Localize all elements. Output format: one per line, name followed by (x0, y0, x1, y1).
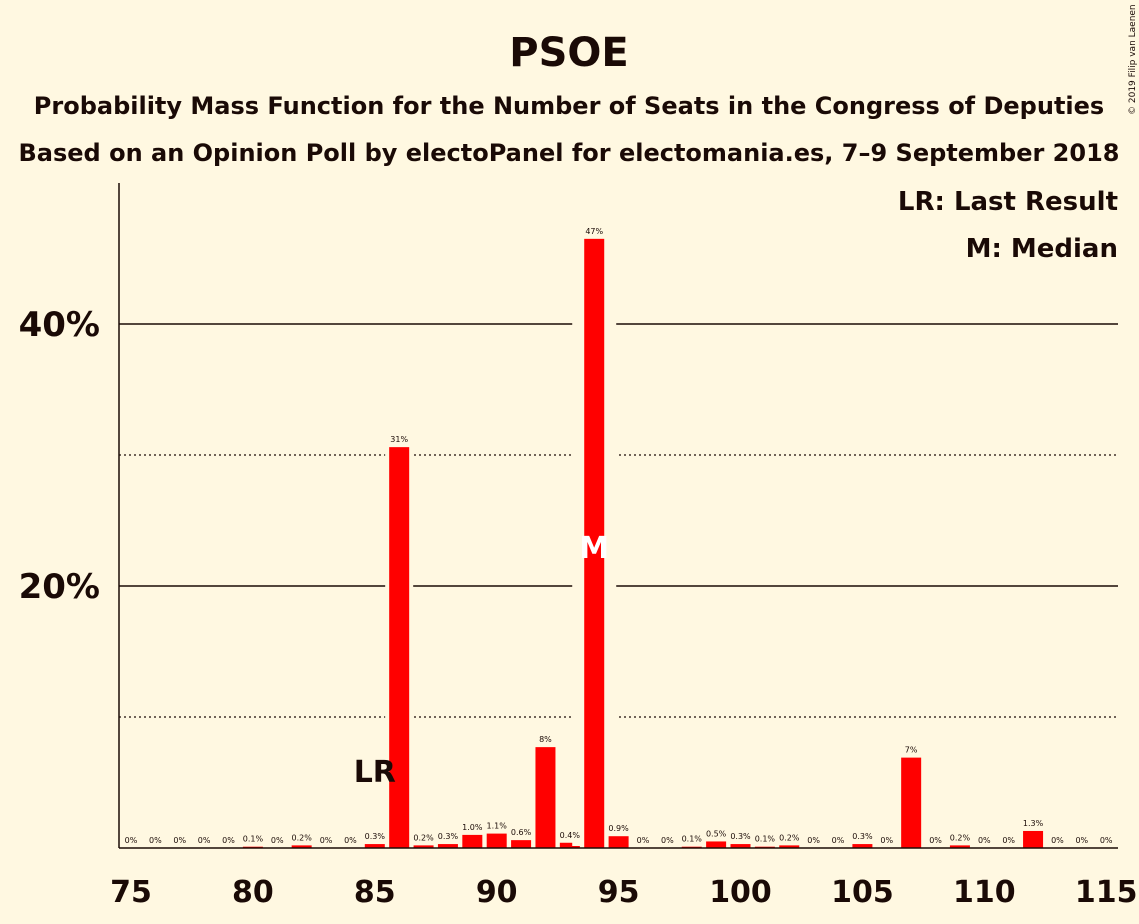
x-tick-label: 95 (598, 875, 640, 910)
data-label-seat-97: 0% (661, 836, 674, 845)
data-label-seat-91: 0.6% (511, 828, 532, 837)
bar-seat-85 (364, 844, 385, 848)
data-label-seat-99: 0.5% (706, 829, 727, 838)
data-label-seat-114: 0% (1075, 836, 1088, 845)
chart-subtitle-2: Based on an Opinion Poll by electoPanel … (19, 139, 1120, 167)
bar-seat-112 (1023, 830, 1044, 848)
data-label-seat-81: 0% (271, 836, 284, 845)
bar-seat-99 (706, 841, 727, 848)
data-label-seat-82: 0.2% (291, 833, 312, 842)
data-label-seat-79: 0% (222, 836, 235, 845)
bar-seat-89 (462, 834, 483, 848)
bar-seat-92 (535, 747, 556, 848)
bar-seat-93 (559, 842, 580, 848)
data-label-seat-84: 0% (344, 836, 357, 845)
bar-seat-88 (437, 844, 458, 848)
bar-seat-87 (413, 845, 434, 848)
x-tick-label: 110 (953, 875, 1016, 910)
data-label-seat-112: 1.3% (1023, 819, 1044, 828)
data-label-seat-105: 0.3% (852, 832, 873, 841)
x-tick-label: 100 (709, 875, 772, 910)
bar-seat-105 (852, 844, 873, 848)
data-label-seat-106: 0% (880, 836, 893, 845)
bar-seat-107 (901, 757, 922, 848)
data-label-seat-78: 0% (198, 836, 211, 845)
legend-last-result: LR: Last Result (898, 187, 1118, 217)
gridlines (119, 323, 1118, 718)
y-tick-label: 40% (19, 305, 100, 345)
data-label-seat-87: 0.2% (413, 833, 434, 842)
data-label-seat-115: 0% (1100, 836, 1113, 845)
data-label-seat-80: 0.1% (243, 835, 264, 844)
bar-seat-102 (779, 845, 800, 848)
x-tick-label: 115 (1075, 875, 1138, 910)
data-label-seat-75: 0% (125, 836, 138, 845)
last-result-marker: LR (354, 755, 396, 790)
axes-layer: 20% 40% 75 80 85 90 95 100 105 110 115 (19, 183, 1138, 910)
x-tick-label: 75 (110, 875, 152, 910)
data-label-seat-90: 1.1% (487, 822, 508, 831)
data-label-seat-102: 0.2% (779, 833, 800, 842)
chart-title: PSOE (509, 30, 628, 76)
bar-seat-86 (389, 447, 410, 848)
markers-layer: LR M (354, 531, 609, 790)
bar-seat-91 (511, 840, 532, 848)
data-label-seat-93: 0.4% (560, 831, 581, 840)
data-label-seat-95: 0.9% (608, 824, 629, 833)
bar-seat-109 (949, 845, 970, 848)
bar-seat-95 (608, 836, 629, 848)
data-label-seat-86: 31% (390, 435, 408, 444)
data-label-seat-100: 0.3% (730, 832, 751, 841)
data-label-seat-109: 0.2% (950, 833, 971, 842)
x-tick-label: 85 (354, 875, 396, 910)
data-label-seat-94: 47% (585, 227, 603, 236)
data-label-seat-101: 0.1% (755, 835, 776, 844)
data-label-seat-83: 0% (320, 836, 333, 845)
data-label-seat-104: 0% (832, 836, 845, 845)
data-label-seat-108: 0% (929, 836, 942, 845)
data-label-seat-88: 0.3% (438, 832, 459, 841)
data-label-seat-103: 0% (807, 836, 820, 845)
data-label-seat-96: 0% (637, 836, 650, 845)
x-tick-label: 90 (476, 875, 518, 910)
chart-subtitle-1: Probability Mass Function for the Number… (34, 92, 1104, 120)
data-label-seat-77: 0% (173, 836, 186, 845)
bar-seat-90 (486, 833, 507, 848)
copyright-notice: © 2019 Filip van Laenen (1128, 4, 1138, 115)
data-label-seat-113: 0% (1051, 836, 1064, 845)
y-tick-label: 20% (19, 567, 100, 607)
bars-layer (242, 236, 1044, 849)
data-label-seat-110: 0% (978, 836, 991, 845)
legend-median: M: Median (966, 234, 1118, 264)
bar-seat-100 (730, 844, 751, 848)
data-label-seat-85: 0.3% (365, 832, 386, 841)
data-labels-layer: 0% 0% 0% 0% 0% 0.1% 0% 0.2% 0% 0% 0.3%31%0.2% 0.3%1… (125, 227, 1113, 845)
x-tick-label: 80 (232, 875, 274, 910)
bar-seat-94 (584, 238, 605, 849)
median-marker: M (579, 531, 609, 566)
data-label-seat-107: 7% (905, 746, 918, 755)
bar-seat-82 (291, 845, 312, 848)
data-label-seat-98: 0.1% (682, 835, 703, 844)
data-label-seat-89: 1.0% (462, 823, 483, 832)
data-label-seat-111: 0% (1002, 836, 1015, 845)
data-label-seat-76: 0% (149, 836, 162, 845)
x-tick-label: 105 (831, 875, 894, 910)
data-label-seat-92: 8% (539, 735, 552, 744)
